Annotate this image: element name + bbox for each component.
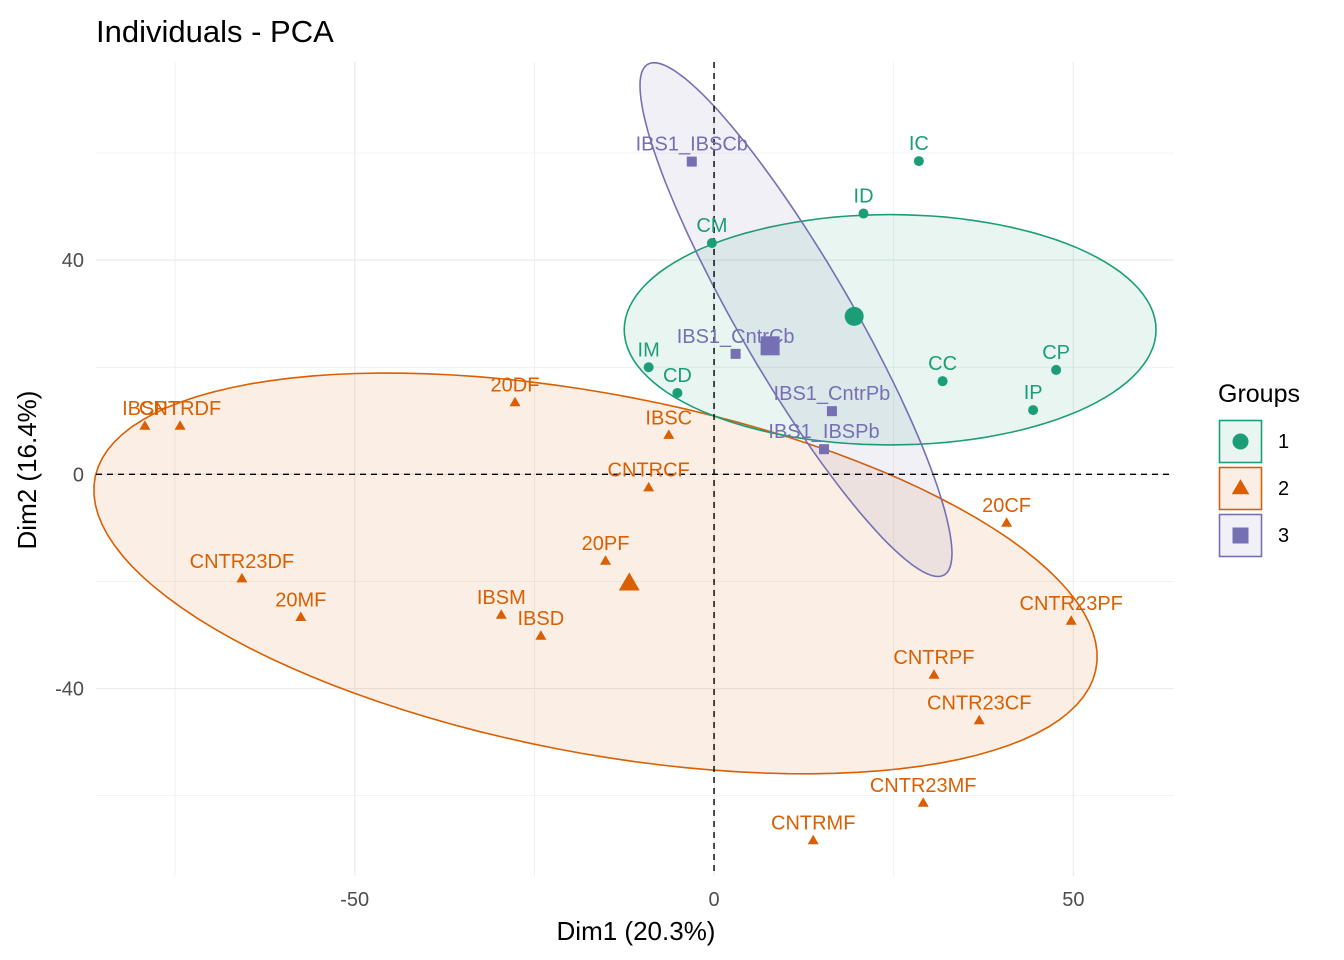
x-tick-label: -50 [340,889,369,911]
point-group-2 [1065,615,1077,625]
point-label: CNTRDF [139,398,221,420]
legend-marker-group-2 [1231,479,1250,495]
point-label: IP [1024,382,1043,404]
point-group-1 [643,362,654,373]
point-label: CM [696,215,727,237]
legend-key-group-2 [1218,466,1263,511]
point-group-1 [913,156,924,167]
x-tick-label: 50 [1062,889,1084,911]
point-label: IBS1_CntrPb [774,383,891,405]
point-label: 20MF [275,589,326,611]
grid [96,62,1174,876]
point-label: 20DF [491,375,540,397]
point-group-1 [858,208,869,219]
point-group-2 [509,396,521,407]
point-label: CP [1042,342,1070,364]
point-label: IBS1_CntrCb [677,326,795,348]
centroid-group-1 [844,306,864,326]
confidence-ellipses [93,61,1157,775]
y-tick-label: 40 [62,250,84,272]
point-label: CD [663,365,692,387]
confidence-ellipse-group-1 [623,213,1157,446]
point-group-1 [1051,364,1062,375]
point-label: 20PF [582,533,630,555]
legend-title: Groups [1218,380,1300,408]
point-group-2 [295,611,307,621]
point-group-2 [535,630,547,640]
point-label: IBSC [645,407,692,429]
point-group-2 [807,834,819,845]
x-axis-title: Dim1 (20.3%) [557,916,716,946]
point-label: IBSP [122,398,168,420]
confidence-ellipse-group-3 [639,61,953,578]
point-group-3 [819,444,830,455]
centroid-group-2 [618,572,640,591]
point-label: CNTRMF [771,813,855,835]
data-points [139,156,1077,845]
point-label: IBSM [477,587,526,609]
point-label: IC [909,133,929,155]
point-group-2 [600,555,611,565]
point-label: CNTR23PF [1020,593,1123,615]
centroid-group-3 [760,336,780,356]
point-group-2 [917,797,929,807]
point-group-2 [495,609,507,619]
y-tick-label: 0 [73,464,84,486]
point-group-2 [973,714,985,725]
point-group-1 [1028,405,1039,416]
legend-label-group-2: 2 [1278,478,1289,500]
point-label: CNTR23CF [927,693,1031,715]
point-group-2 [174,420,186,430]
point-group-2 [236,572,248,583]
point-label: IBS1_IBSPb [768,421,879,443]
point-label: 20CF [982,495,1031,517]
point-label: CNTRCF [608,460,690,482]
point-group-3 [686,156,697,167]
point-group-2 [928,669,940,679]
chart-title: Individuals - PCA [96,14,334,49]
axis-ticks: -50 0 50 -40 0 40 [55,250,1084,911]
point-label: CNTRPF [893,647,974,669]
point-group-3 [826,406,837,417]
point-group-2 [139,420,151,430]
y-tick-label: -40 [55,679,84,701]
point-label: ID [854,186,874,208]
point-group-1 [706,238,717,249]
point-group-3 [730,348,741,359]
point-label: IBSD [518,608,565,630]
confidence-ellipse-group-2 [93,372,1098,775]
legend-marker-group-1 [1232,433,1249,450]
point-group-2 [663,429,675,439]
legend-label-group-3: 3 [1278,525,1289,547]
legend: Groups 1 2 3 [1218,380,1300,558]
reference-lines [96,62,1174,876]
point-label: CC [928,353,957,375]
point-label: CNTR23MF [870,775,977,797]
point-label: CNTR23DF [190,551,294,573]
point-label: IBS1_IBSCb [636,134,748,156]
point-label: IM [638,339,660,361]
point-group-1 [937,376,948,387]
legend-marker-group-3 [1232,527,1249,544]
point-group-2 [643,481,655,492]
x-tick-label: 0 [708,889,719,911]
point-group-1 [672,387,683,398]
point-group-2 [1001,517,1013,527]
legend-label-group-1: 1 [1278,431,1289,453]
y-axis-title: Dim2 (16.4%) [12,391,42,550]
